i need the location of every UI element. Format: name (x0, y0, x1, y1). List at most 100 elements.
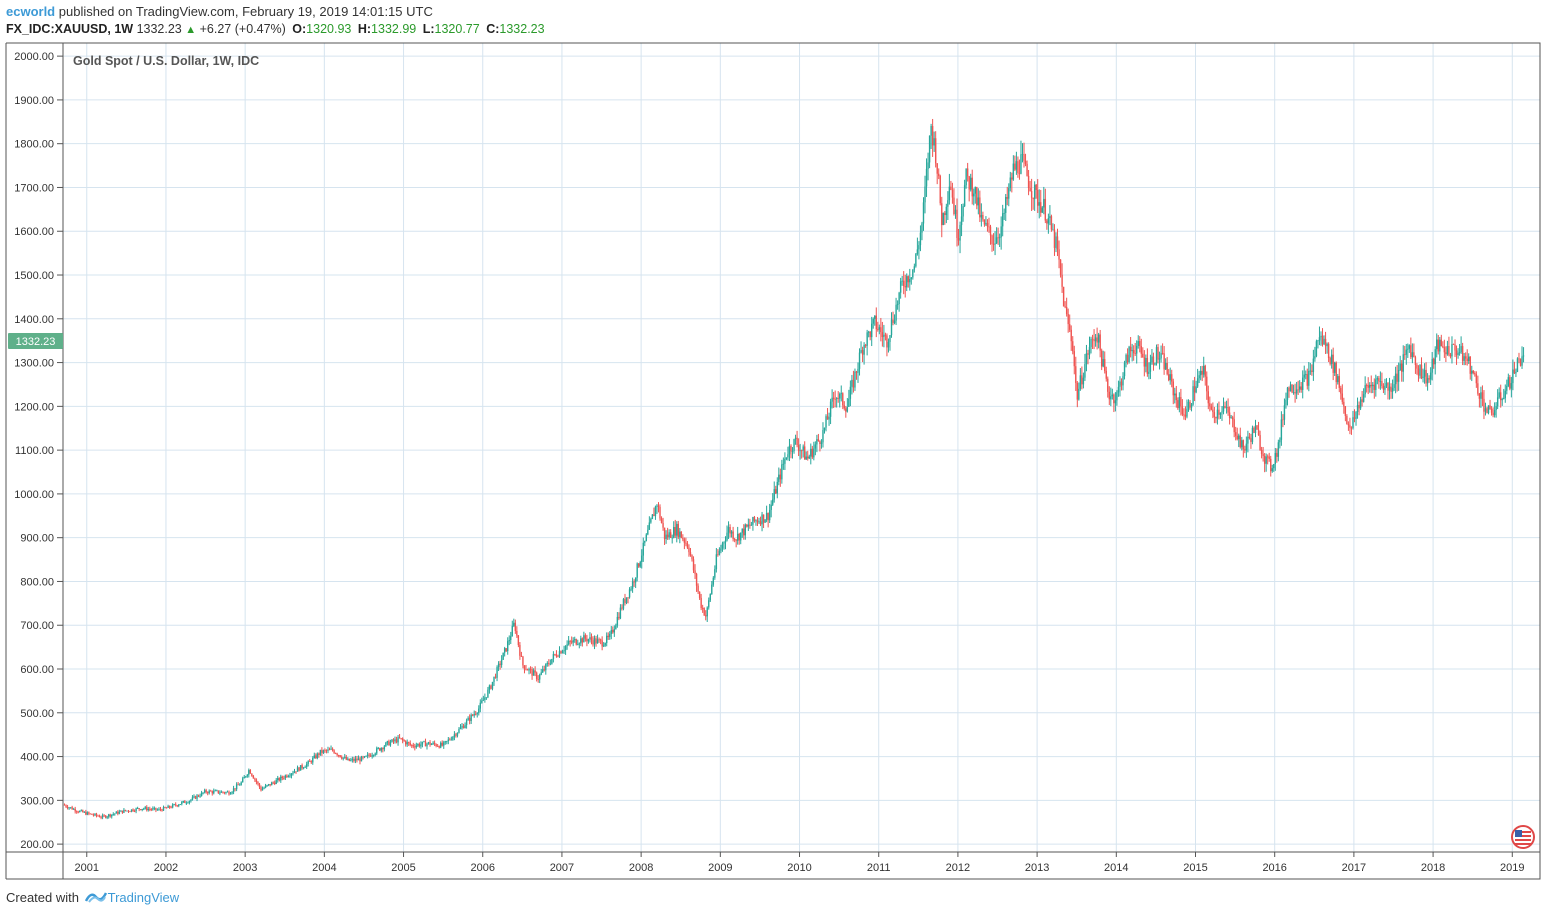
candle-body (1169, 374, 1171, 381)
candle-body (491, 681, 494, 689)
candle-body (811, 448, 814, 458)
candle-body (398, 737, 401, 739)
candle-body (875, 315, 877, 330)
candle-body (1270, 458, 1272, 472)
candle-body (695, 573, 698, 586)
candle-body (871, 323, 873, 338)
candle-body (622, 599, 625, 609)
us-flag-icon[interactable] (1511, 825, 1535, 849)
candle-body (586, 638, 588, 642)
candle-body (258, 783, 261, 788)
x-tick-label: 2009 (708, 862, 732, 874)
candle-body (601, 640, 603, 647)
candle-body (773, 489, 775, 500)
candle-body (784, 458, 786, 464)
candle-body (1408, 345, 1411, 349)
author-link[interactable]: ecworld (6, 4, 56, 19)
candle-body (944, 213, 946, 216)
candle-body (318, 753, 320, 755)
candle-body (1018, 172, 1021, 174)
candle-body (302, 767, 305, 769)
candle-body (443, 742, 445, 746)
candle-body (992, 243, 995, 245)
candle-body (1461, 346, 1464, 361)
tradingview-brand-link[interactable]: TradingView (107, 890, 180, 905)
candle-body (872, 318, 874, 324)
candle-body (1033, 184, 1036, 200)
candle-body (1091, 338, 1094, 340)
candle-body (124, 809, 127, 811)
candle-body (312, 757, 314, 763)
candle-body (514, 622, 517, 631)
candle-body (1399, 363, 1401, 370)
candle-body (842, 393, 844, 406)
candle-body (861, 350, 864, 355)
candle-body (1495, 406, 1497, 411)
candle-body (631, 581, 634, 589)
candle-body (1049, 216, 1051, 219)
candle-body (328, 749, 331, 751)
candle-body (127, 810, 130, 812)
candle-body (834, 398, 836, 400)
candle-body (1369, 384, 1371, 388)
x-tick-label: 2005 (391, 862, 415, 874)
candle-body (473, 713, 475, 716)
candle-body (1413, 352, 1415, 358)
candle-body (322, 750, 325, 753)
candle-body (92, 814, 95, 816)
candle-body (100, 817, 102, 818)
candlesticks (63, 118, 1525, 820)
candle-body (1099, 334, 1101, 351)
candle-body (700, 597, 702, 609)
y-tick-label: 1900.00 (14, 95, 54, 107)
candle-body (424, 741, 427, 747)
candle-body (1397, 369, 1400, 382)
candle-body (249, 770, 252, 774)
candle-body (1245, 443, 1248, 451)
candle-body (1285, 399, 1287, 406)
candle-body (759, 521, 762, 525)
candle-body (1492, 412, 1494, 416)
candle-body (711, 584, 713, 595)
candle-body (819, 440, 821, 444)
candle-body (1373, 384, 1375, 390)
candle-body (88, 812, 90, 814)
candle-body (595, 638, 597, 644)
candle-body (1324, 338, 1327, 347)
candle-body (331, 748, 334, 751)
candle-body (86, 812, 89, 815)
candle-body (715, 554, 718, 570)
candle-body (1443, 347, 1446, 353)
candle-body (575, 639, 577, 645)
candle-body (971, 177, 973, 197)
candle-body (1506, 385, 1508, 391)
candle-body (1460, 346, 1462, 353)
candle-body (1199, 370, 1202, 376)
candle-body (208, 790, 210, 794)
candle-body (680, 531, 683, 538)
candle-body (299, 765, 302, 771)
candle-body (796, 437, 798, 446)
candle-body (380, 748, 383, 751)
candle-body (1143, 357, 1146, 367)
candle-body (1295, 389, 1298, 394)
candle-body (507, 641, 509, 652)
candle-body (1423, 369, 1426, 377)
candle-body (606, 635, 608, 644)
candle-body (1481, 392, 1484, 399)
candle-body (551, 658, 553, 664)
close-label: C: (486, 22, 500, 36)
candle-body (1166, 362, 1168, 375)
candle-body (1206, 376, 1208, 392)
candle-body (712, 577, 715, 585)
candle-body (1189, 401, 1191, 408)
candle-body (1273, 463, 1275, 469)
candle-body (1009, 177, 1012, 189)
candle-body (69, 807, 72, 809)
candle-body (464, 725, 466, 729)
candle-body (979, 197, 981, 218)
candle-body (360, 756, 363, 762)
candle-body (307, 761, 309, 764)
y-tick-label: 600.00 (20, 664, 54, 676)
